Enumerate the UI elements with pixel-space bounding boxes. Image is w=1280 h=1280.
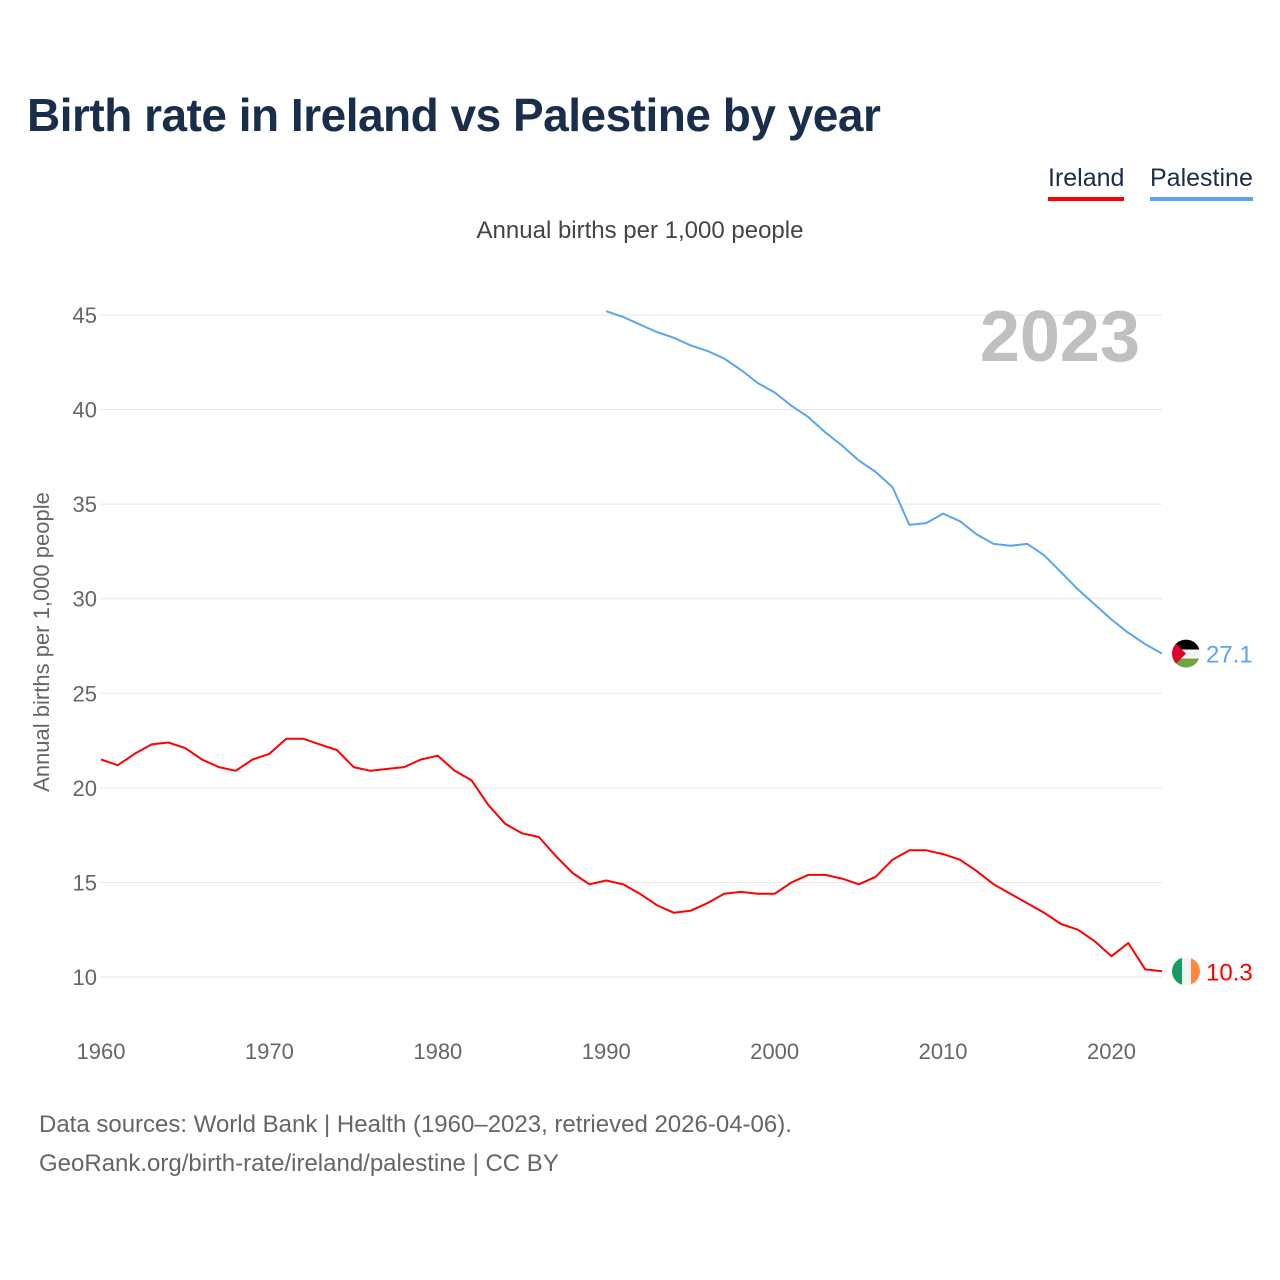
- series-line-ireland: [100, 737, 1163, 973]
- y-tick-label: 10: [73, 965, 97, 990]
- legend-ireland[interactable]: Ireland: [1048, 164, 1125, 201]
- y-tick-label: 20: [73, 776, 97, 801]
- y-tick-label: 30: [73, 587, 97, 612]
- y-tick-label: 15: [73, 870, 97, 895]
- y-tick-label: 35: [73, 492, 97, 517]
- x-tick-label: 1990: [582, 1039, 631, 1064]
- x-tick-label: 1970: [245, 1039, 294, 1064]
- chart-title: Birth rate in Ireland vs Palestine by ye…: [27, 89, 881, 141]
- chart-subtitle: Annual births per 1,000 people: [476, 217, 804, 244]
- y-tick-label: 40: [73, 398, 97, 423]
- footer: Data sources: World Bank | Health (1960–…: [39, 1105, 792, 1183]
- end-value-label-ireland: 10.3: [1206, 959, 1253, 986]
- x-tick-label: 2020: [1087, 1039, 1136, 1064]
- year-watermark: 2023: [980, 297, 1140, 377]
- end-value-label-palestine: 27.1: [1206, 642, 1253, 669]
- series-line-palestine: [605, 310, 1163, 655]
- y-tick-label: 45: [73, 303, 97, 328]
- footer-link[interactable]: GeoRank.org/birth-rate/ireland/palestine…: [39, 1150, 559, 1177]
- footer-sources: Data sources: World Bank | Health (1960–…: [39, 1111, 792, 1138]
- legend-palestine[interactable]: Palestine: [1150, 164, 1253, 201]
- x-tick-label: 1960: [77, 1039, 126, 1064]
- x-tick-label: 2000: [750, 1039, 799, 1064]
- flag-icon-palestine: [1172, 639, 1200, 668]
- x-tick-label: 1980: [413, 1039, 462, 1064]
- flag-icon-ireland: [1172, 957, 1200, 986]
- y-tick-label: 25: [73, 681, 97, 706]
- x-tick-label: 2010: [919, 1039, 968, 1064]
